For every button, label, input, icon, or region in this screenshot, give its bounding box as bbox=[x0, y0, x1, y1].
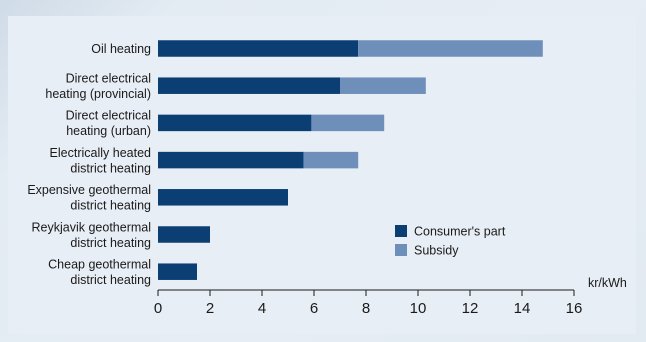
bar-consumers-part bbox=[158, 263, 197, 280]
bar-subsidy bbox=[303, 151, 359, 169]
legend-swatch-consumers-part bbox=[395, 225, 407, 237]
x-axis-unit-label: kr/kWh bbox=[588, 276, 627, 290]
category-label: district heating bbox=[70, 236, 151, 250]
legend-label-consumers-part: Consumer's part bbox=[414, 225, 506, 239]
x-tick-label: 4 bbox=[258, 300, 266, 317]
category-label: Direct electrical bbox=[66, 71, 151, 85]
x-tick-label: 8 bbox=[362, 300, 370, 317]
bar-subsidy bbox=[340, 77, 426, 94]
x-tick-label: 10 bbox=[410, 300, 427, 317]
chart-panel bbox=[8, 16, 636, 334]
x-tick-label: 2 bbox=[206, 300, 214, 317]
bar-subsidy bbox=[358, 40, 543, 57]
x-tick-label: 16 bbox=[566, 300, 583, 317]
legend: Consumer's part Subsidy bbox=[395, 225, 506, 258]
x-tick-label: 0 bbox=[154, 300, 162, 317]
category-labels: Oil heating Direct electrical heating (pro… bbox=[27, 42, 151, 287]
bar-subsidy bbox=[311, 114, 385, 132]
category-label: Cheap geothermal bbox=[48, 257, 151, 271]
bar-consumers-part bbox=[158, 226, 210, 243]
bars-group bbox=[158, 40, 543, 280]
category-label: district heating bbox=[70, 199, 151, 213]
category-label: Direct electrical bbox=[66, 109, 151, 123]
legend-swatch-subsidy bbox=[395, 244, 407, 256]
x-tick-label: 12 bbox=[462, 300, 479, 317]
bar-consumers-part bbox=[158, 114, 312, 132]
category-label: heating (provincial) bbox=[45, 87, 151, 101]
bar-consumers-part bbox=[158, 151, 304, 169]
bar-consumers-part bbox=[158, 40, 359, 57]
category-label: Expensive geothermal bbox=[27, 183, 151, 197]
category-label: Reykjavik geothermal bbox=[32, 220, 152, 234]
category-label: district heating bbox=[70, 161, 151, 175]
x-axis-ticks: 0 2 4 6 8 10 12 14 16 bbox=[154, 290, 583, 317]
category-label: Oil heating bbox=[91, 42, 151, 56]
category-label: district heating bbox=[70, 273, 151, 287]
bar-consumers-part bbox=[158, 77, 340, 94]
category-label: Electrically heated bbox=[50, 146, 151, 160]
category-label: heating (urban) bbox=[66, 124, 151, 138]
x-tick-label: 6 bbox=[310, 300, 318, 317]
x-tick-label: 14 bbox=[514, 300, 531, 317]
bar-consumers-part bbox=[158, 189, 288, 206]
legend-label-subsidy: Subsidy bbox=[414, 244, 459, 258]
